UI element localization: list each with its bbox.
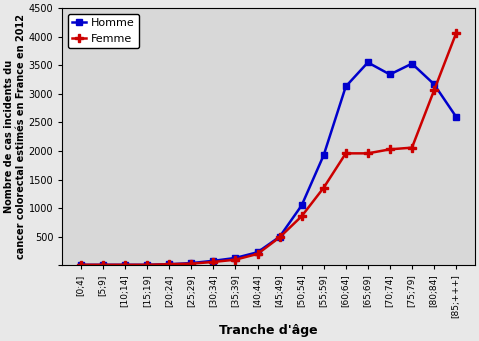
Femme — [255, 252, 261, 256]
Femme — [277, 235, 283, 239]
Homme — [277, 235, 283, 239]
Line: Homme: Homme — [78, 59, 459, 268]
Femme — [233, 257, 239, 262]
Homme — [321, 153, 327, 157]
Homme — [255, 250, 261, 254]
Femme — [100, 263, 106, 267]
Femme — [343, 151, 349, 155]
Femme — [166, 262, 172, 266]
Homme — [211, 259, 217, 263]
Homme — [166, 262, 172, 266]
Homme — [431, 82, 437, 86]
Femme — [321, 186, 327, 190]
Femme — [453, 31, 459, 35]
Homme — [299, 203, 305, 207]
Femme — [189, 262, 194, 266]
X-axis label: Tranche d'âge: Tranche d'âge — [219, 324, 318, 337]
Femme — [365, 151, 371, 155]
Y-axis label: Nombre de cas incidents du
cancer colorectal estimés en France en 2012: Nombre de cas incidents du cancer colore… — [4, 14, 26, 259]
Femme — [409, 146, 415, 150]
Line: Femme: Femme — [77, 29, 460, 269]
Homme — [189, 261, 194, 265]
Homme — [100, 263, 106, 267]
Homme — [144, 263, 150, 267]
Homme — [387, 72, 393, 76]
Femme — [387, 147, 393, 151]
Femme — [78, 263, 84, 267]
Homme — [233, 256, 239, 260]
Femme — [122, 263, 128, 267]
Femme — [144, 263, 150, 267]
Femme — [211, 260, 217, 264]
Homme — [365, 60, 371, 64]
Homme — [409, 62, 415, 66]
Legend: Homme, Femme: Homme, Femme — [68, 14, 139, 48]
Homme — [78, 263, 84, 267]
Homme — [343, 85, 349, 89]
Femme — [299, 214, 305, 218]
Homme — [122, 263, 128, 267]
Homme — [453, 115, 459, 119]
Femme — [431, 88, 437, 92]
